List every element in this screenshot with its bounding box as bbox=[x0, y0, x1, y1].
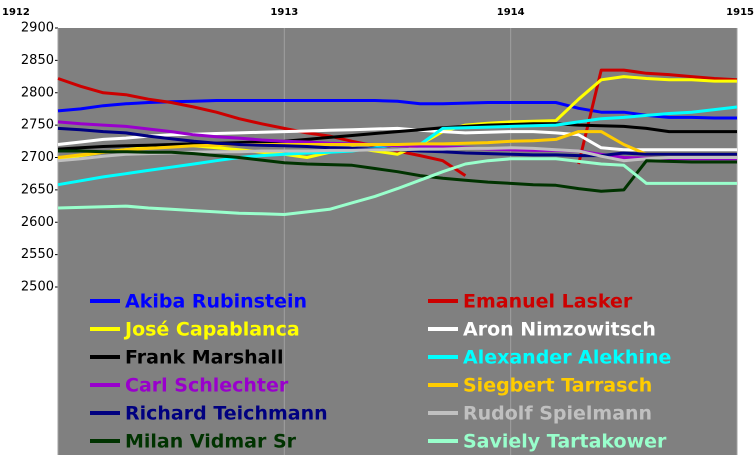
series-line bbox=[57, 157, 737, 216]
legend-label: Rudolf Spielmann bbox=[463, 403, 652, 425]
legend-label: Akiba Rubinstein bbox=[125, 291, 307, 313]
y-tick-label: 2700 bbox=[21, 150, 54, 165]
y-tick-label: 2600 bbox=[21, 215, 54, 230]
legend-label: Milan Vidmar Sr bbox=[125, 431, 297, 453]
y-tick-label: 2650 bbox=[21, 182, 54, 197]
series-line bbox=[58, 149, 737, 193]
y-tick-label: 2800 bbox=[21, 85, 54, 100]
series-line bbox=[57, 126, 737, 152]
legend-label: José Capablanca bbox=[123, 319, 300, 341]
legend-label: Richard Teichmann bbox=[125, 403, 328, 425]
series-line bbox=[57, 122, 737, 151]
legend-label: Carl Schlechter bbox=[125, 375, 289, 397]
series-line bbox=[57, 130, 737, 159]
legend-label: Frank Marshall bbox=[125, 347, 284, 369]
y-tick-label: 2550 bbox=[21, 247, 54, 262]
y-tick-label: 2900 bbox=[21, 21, 54, 36]
legend-label: Siegbert Tarrasch bbox=[463, 375, 652, 397]
x-tick-label: 1912 bbox=[2, 7, 30, 18]
x-tick-label: 1914 bbox=[497, 7, 525, 18]
legend-label: Saviely Tartakower bbox=[463, 431, 667, 453]
legend-label: Aron Nimzowitsch bbox=[463, 319, 656, 341]
y-tick-label: 2500 bbox=[21, 280, 54, 295]
legend-label: Emanuel Lasker bbox=[463, 291, 633, 313]
x-tick-label: 1915 bbox=[726, 7, 754, 18]
x-tick-label: 1913 bbox=[270, 7, 298, 18]
legend-label: Alexander Alekhine bbox=[463, 347, 671, 369]
y-tick-label: 2750 bbox=[21, 118, 54, 133]
plot-area bbox=[58, 28, 737, 455]
y-tick-label: 2850 bbox=[21, 53, 54, 68]
